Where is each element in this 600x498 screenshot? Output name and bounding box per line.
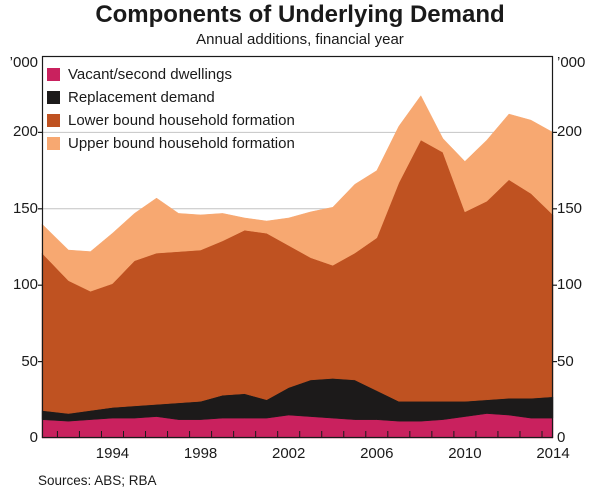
x-tick-label: 2014 <box>536 445 570 462</box>
y-tick-label-right: 200 <box>557 123 583 141</box>
y-tick-label-left: 200 <box>12 123 38 141</box>
legend-item: Lower bound household formation <box>47 109 295 132</box>
legend-item: Vacant/second dwellings <box>47 63 295 86</box>
y-tick-label-right: 0 <box>557 429 566 446</box>
sources-note: Sources: ABS; RBA <box>38 473 157 488</box>
legend: Vacant/second dwellings Replacement deman… <box>47 63 295 155</box>
plot-frame <box>41 55 554 439</box>
y-tick-label-left: 50 <box>21 352 38 370</box>
y-axis-unit-right: ’000 <box>557 54 586 71</box>
y-tick-label-right: 50 <box>557 352 574 370</box>
x-tick-label: 2002 <box>272 445 306 462</box>
legend-label: Replacement demand <box>68 89 215 106</box>
legend-swatch-icon <box>47 91 60 104</box>
x-tick-label: 2010 <box>448 445 482 462</box>
chart-subtitle: Annual additions, financial year <box>196 31 404 48</box>
x-tick-label: 2006 <box>360 445 394 462</box>
x-tick-label: 1994 <box>95 445 130 462</box>
legend-swatch-icon <box>47 137 60 150</box>
legend-swatch-icon <box>47 114 60 127</box>
legend-label: Upper bound household formation <box>68 135 295 152</box>
x-tick-label: 1998 <box>183 445 218 462</box>
legend-item: Replacement demand <box>47 86 295 109</box>
y-tick-label-right: 150 <box>557 199 583 217</box>
chart-title: Components of Underlying Demand <box>95 1 505 28</box>
y-tick-label-left: 100 <box>12 276 38 294</box>
y-tick-label-left: 150 <box>12 199 38 217</box>
legend-label: Vacant/second dwellings <box>68 66 232 83</box>
y-tick-label-left: 0 <box>29 429 38 446</box>
legend-label: Lower bound household formation <box>68 112 295 129</box>
y-tick-label-right: 100 <box>557 276 583 294</box>
legend-swatch-icon <box>47 68 60 81</box>
y-axis-unit-left: ’000 <box>9 54 38 71</box>
legend-item: Upper bound household formation <box>47 132 295 155</box>
